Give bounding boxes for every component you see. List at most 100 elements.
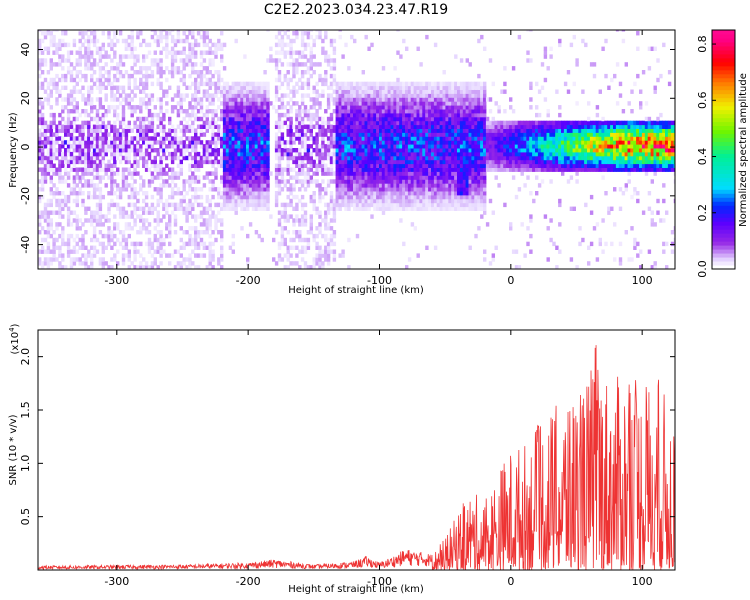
spectrogram-cell bbox=[379, 171, 383, 176]
spectrogram-cell bbox=[413, 155, 417, 161]
spectrogram-cell bbox=[205, 120, 209, 126]
spectrogram-cell bbox=[303, 105, 308, 110]
spectrogram-cell bbox=[162, 93, 166, 98]
spectrogram-cell bbox=[410, 151, 415, 157]
spectrogram-cell bbox=[410, 155, 415, 161]
spectrogram-cell bbox=[451, 128, 455, 133]
spectrogram-cell bbox=[442, 105, 446, 110]
spectrogram-cell bbox=[228, 198, 233, 204]
spectrogram-cell bbox=[289, 155, 293, 161]
spectrogram-cell bbox=[410, 109, 415, 114]
spectrogram-cell bbox=[130, 202, 134, 208]
spectrogram-cell bbox=[309, 222, 313, 227]
spectrogram-cell bbox=[162, 167, 166, 172]
spectrogram-cell bbox=[457, 159, 461, 165]
spectrogram-cell bbox=[381, 81, 386, 87]
spectrogram-cell bbox=[188, 163, 192, 168]
spectrogram-cell bbox=[81, 253, 85, 258]
spectrogram-cell bbox=[341, 112, 345, 118]
spectrogram-cell bbox=[243, 136, 247, 141]
spectrogram-cell bbox=[341, 191, 345, 196]
spectrogram-cell bbox=[433, 105, 438, 110]
spectrogram-cell bbox=[387, 155, 391, 161]
spectrogram-cell bbox=[130, 210, 134, 215]
spectrogram-cell bbox=[170, 73, 175, 79]
spectrogram-cell bbox=[228, 116, 233, 122]
spectrogram-cell bbox=[355, 105, 360, 110]
spectrogram-cell bbox=[257, 163, 261, 168]
spectrogram-cell bbox=[179, 140, 183, 145]
spectrogram-cell bbox=[254, 202, 259, 208]
spectrogram-cell bbox=[353, 109, 357, 114]
spectrogram-cell bbox=[341, 132, 345, 137]
spectrogram-cell bbox=[448, 109, 452, 114]
spectrogram-cell bbox=[335, 132, 339, 137]
spectrogram-cell bbox=[422, 179, 426, 184]
spectrogram-cell bbox=[364, 89, 368, 94]
spectrogram-cell bbox=[318, 163, 322, 168]
spectrogram-cell bbox=[269, 54, 273, 59]
spectrogram-cell bbox=[107, 175, 111, 180]
spectrogram-cell bbox=[170, 62, 175, 67]
spectrogram-cell bbox=[69, 222, 74, 227]
spectrogram-cell bbox=[58, 163, 62, 168]
spectrogram-cell bbox=[49, 218, 53, 223]
spectrogram-cell bbox=[90, 218, 94, 223]
spectrogram-cell bbox=[133, 62, 137, 67]
spectrogram-cell bbox=[344, 175, 348, 180]
spectrogram-cell bbox=[399, 81, 403, 87]
spectrogram-cell bbox=[84, 136, 88, 141]
spectrogram-cell bbox=[332, 58, 337, 63]
spectrogram-cell bbox=[104, 77, 108, 83]
spectrogram-cell bbox=[338, 151, 342, 157]
spectrogram-cell bbox=[248, 81, 253, 87]
spectrogram-cell bbox=[104, 167, 108, 172]
spectrogram-cell bbox=[246, 206, 250, 211]
spectrogram-cell bbox=[124, 101, 129, 106]
spectrogram-cell bbox=[194, 136, 198, 141]
spectrogram-cell bbox=[298, 120, 302, 126]
spectrogram-cell bbox=[289, 140, 293, 145]
spectrogram-cell bbox=[211, 50, 215, 55]
spectrogram-cell bbox=[81, 183, 85, 188]
spectrogram-cell bbox=[49, 198, 53, 204]
spectrogram-cell bbox=[257, 159, 261, 165]
spectrogram-cell bbox=[118, 70, 123, 75]
spectrogram-cell bbox=[205, 31, 209, 36]
spectrogram-cell bbox=[116, 66, 120, 71]
spectrogram-cell bbox=[150, 73, 155, 79]
spectrogram-cell bbox=[182, 179, 186, 184]
spectrogram-cell bbox=[159, 230, 163, 235]
spectrogram-cell bbox=[274, 230, 279, 235]
spectrogram-cell bbox=[58, 112, 62, 118]
spectrogram-cell bbox=[413, 128, 417, 133]
spectrogram-cell bbox=[422, 144, 426, 149]
spectrogram-cell bbox=[199, 128, 204, 133]
spectrogram-cell bbox=[124, 175, 129, 180]
spectrogram-cell bbox=[153, 159, 157, 165]
spectrogram-cell bbox=[344, 140, 348, 145]
spectrogram-cell bbox=[130, 38, 134, 44]
spectrogram-cell bbox=[448, 171, 452, 176]
spectrogram-cell bbox=[350, 155, 354, 161]
spectrogram-cell bbox=[58, 58, 62, 63]
spectrogram-cell bbox=[416, 140, 420, 145]
spectrogram-cell bbox=[410, 116, 415, 122]
spectrogram-cell bbox=[396, 112, 400, 118]
spectrogram-cell bbox=[465, 151, 469, 157]
spectrogram-cell bbox=[159, 124, 163, 129]
spectrogram-cell bbox=[292, 93, 296, 98]
spectrogram-cell bbox=[191, 202, 195, 208]
spectrogram-cell bbox=[405, 265, 409, 269]
spectrogram-cell bbox=[358, 85, 363, 90]
spectrogram-cell bbox=[390, 171, 394, 176]
spectrogram-cell bbox=[405, 46, 409, 51]
spectrogram-cell bbox=[222, 132, 227, 137]
spectrogram-cell bbox=[361, 202, 365, 208]
spectrogram-cell bbox=[139, 241, 143, 247]
spectrogram-cell bbox=[439, 171, 443, 176]
spectrogram-cell bbox=[214, 167, 218, 172]
spectrogram-cell bbox=[84, 54, 88, 59]
spectrogram-cell bbox=[436, 81, 441, 87]
spectrogram-cell bbox=[419, 175, 423, 180]
